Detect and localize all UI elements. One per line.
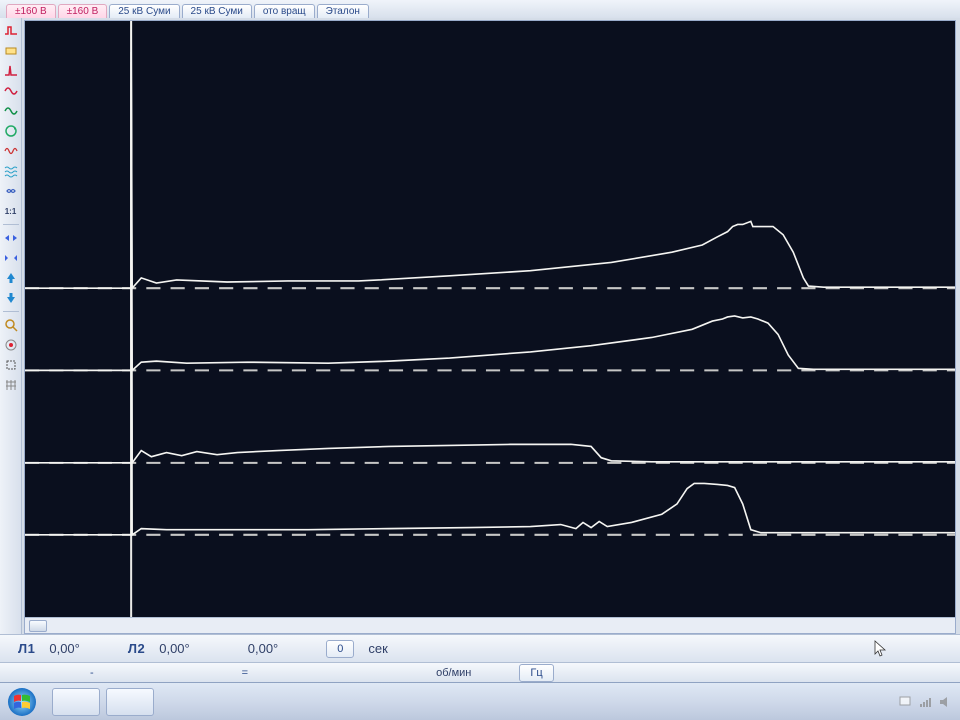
tab-label: 25 кВ Суми (118, 6, 170, 17)
grid-icon[interactable] (2, 376, 20, 394)
taskbar-item[interactable] (52, 688, 100, 716)
main-area: 1:1 (0, 18, 960, 634)
tab-label: ±160 В (15, 6, 47, 17)
red-pulse-icon[interactable] (2, 62, 20, 80)
search-icon[interactable] (2, 316, 20, 334)
oscilloscope-app-window: ±160 В ±160 В 25 кВ Суми 25 кВ Суми ото … (0, 0, 960, 720)
tab-rotation[interactable]: ото вращ (254, 4, 315, 18)
arrow-down-icon[interactable] (2, 289, 20, 307)
toolbar-separator (3, 311, 19, 312)
unit-time: сек (368, 641, 387, 656)
volume-icon (938, 695, 952, 709)
tab-ch1[interactable]: ±160 В (6, 4, 56, 18)
infinity-icon[interactable] (2, 182, 20, 200)
sine-icon[interactable] (2, 142, 20, 160)
plot-panel (24, 20, 956, 634)
L1-label: Л1 (18, 641, 35, 656)
pulse-green-icon[interactable] (2, 102, 20, 120)
toolbar-separator (3, 224, 19, 225)
signal-icon[interactable] (2, 22, 20, 40)
arrows-lr-blue-icon[interactable] (2, 249, 20, 267)
channel-tabs-bar: ±160 В ±160 В 25 кВ Суми 25 кВ Суми ото … (0, 0, 960, 18)
arrows-lr-icon[interactable] (2, 229, 20, 247)
waves-icon[interactable] (2, 162, 20, 180)
scrollbar-thumb[interactable] (29, 620, 47, 632)
ratio-1-1-icon[interactable]: 1:1 (2, 202, 20, 220)
pulse-red-icon[interactable] (2, 82, 20, 100)
delta-value: 0,00° (248, 641, 279, 656)
tab-label: ото вращ (263, 6, 306, 17)
tab-ch4[interactable]: 25 кВ Суми (182, 4, 252, 18)
system-tray[interactable] (898, 695, 960, 709)
L2-value: 0,00° (159, 641, 190, 656)
crop-icon[interactable] (2, 356, 20, 374)
minus-label: - (90, 667, 94, 679)
start-button[interactable] (4, 686, 46, 718)
windows-taskbar (0, 682, 960, 720)
tab-label: ±160 В (67, 6, 99, 17)
hz-button[interactable]: Гц (519, 664, 553, 682)
tab-ch2[interactable]: ±160 В (58, 4, 108, 18)
taskbar-item[interactable] (106, 688, 154, 716)
rpm-label: об/мин (436, 667, 471, 679)
status-bar-2: - = об/мин Гц (0, 662, 960, 682)
flag-icon (898, 695, 912, 709)
tab-label: 25 кВ Суми (191, 6, 243, 17)
channel-icon[interactable] (2, 42, 20, 60)
status-bar: Л1 0,00° Л2 0,00° 0,00° 0 сек (0, 634, 960, 662)
cursor-icon (874, 640, 888, 658)
tab-reference[interactable]: Эталон (317, 4, 369, 18)
tab-label: Эталон (326, 6, 360, 17)
tab-ch3[interactable]: 25 кВ Суми (109, 4, 179, 18)
arrow-up-icon[interactable] (2, 269, 20, 287)
waveform-canvas[interactable] (25, 21, 955, 617)
equals-label: = (242, 667, 248, 679)
horizontal-scrollbar[interactable] (25, 617, 955, 633)
network-icon (918, 695, 932, 709)
value-button[interactable]: 0 (326, 640, 354, 658)
left-toolbar: 1:1 (0, 18, 22, 634)
L1-value: 0,00° (49, 641, 80, 656)
target-icon[interactable] (2, 336, 20, 354)
cycle-icon[interactable] (2, 122, 20, 140)
L2-label: Л2 (128, 641, 145, 656)
